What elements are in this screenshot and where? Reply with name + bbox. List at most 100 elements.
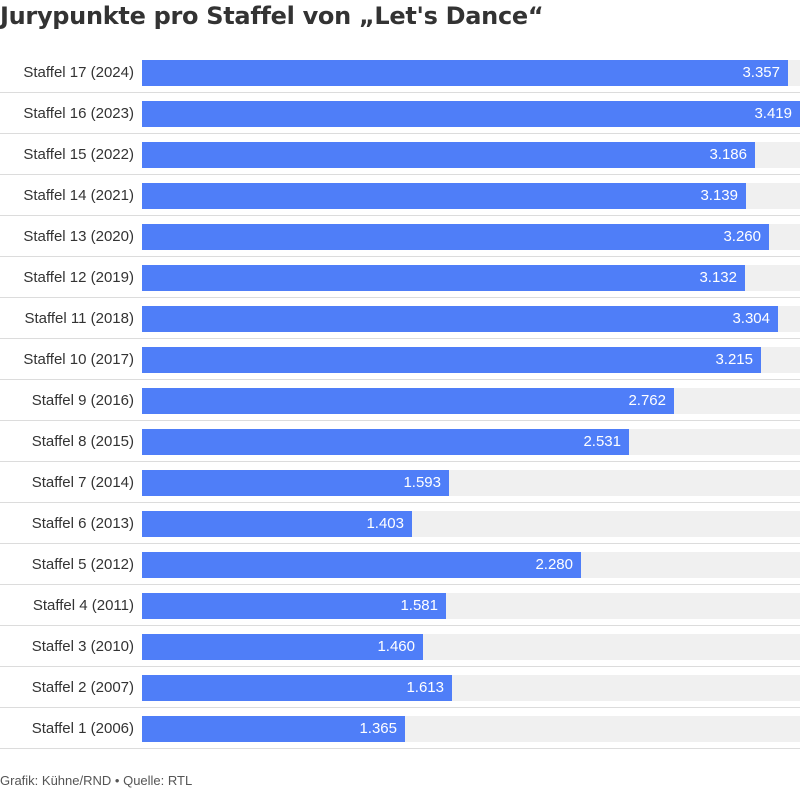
category-label: Staffel 14 (2021) <box>23 187 134 204</box>
bar: 3.304 <box>142 306 778 332</box>
bar-row: Staffel 5 (2012) 2.280 <box>0 544 800 585</box>
category-label: Staffel 12 (2019) <box>23 269 134 286</box>
row-divider <box>0 379 800 380</box>
category-label: Staffel 1 (2006) <box>31 720 134 737</box>
bar-value-label: 3.139 <box>700 187 738 204</box>
row-divider <box>0 420 800 421</box>
category-label: Staffel 17 (2024) <box>23 64 134 81</box>
bar-value-label: 1.613 <box>406 679 444 696</box>
bar-row: Staffel 7 (2014) 1.593 <box>0 462 800 503</box>
bar-value-label: 1.365 <box>359 720 397 737</box>
bar-value-label: 1.403 <box>366 515 404 532</box>
bar: 1.581 <box>142 593 446 619</box>
bar-track: 2.531 <box>142 429 800 455</box>
bar: 2.531 <box>142 429 629 455</box>
category-label: Staffel 7 (2014) <box>31 474 134 491</box>
chart-footer: Grafik: Kühne/RND • Quelle: RTL <box>0 773 192 788</box>
bar-value-label: 3.357 <box>742 64 780 81</box>
bar-row: Staffel 9 (2016) 2.762 <box>0 380 800 421</box>
bar: 1.365 <box>142 716 405 742</box>
bar-row: Staffel 11 (2018) 3.304 <box>0 298 800 339</box>
bar: 2.762 <box>142 388 674 414</box>
bar-track: 1.365 <box>142 716 800 742</box>
bar-track: 3.419 <box>142 101 800 127</box>
row-divider <box>0 748 800 749</box>
category-label: Staffel 8 (2015) <box>31 433 134 450</box>
bar-track: 3.139 <box>142 183 800 209</box>
category-label: Staffel 5 (2012) <box>31 556 134 573</box>
bar: 1.613 <box>142 675 452 701</box>
bar: 2.280 <box>142 552 581 578</box>
bar: 3.357 <box>142 60 788 86</box>
bar-track: 2.280 <box>142 552 800 578</box>
bar-value-label: 2.531 <box>583 433 621 450</box>
bar-value-label: 1.460 <box>377 638 415 655</box>
bar-row: Staffel 1 (2006) 1.365 <box>0 708 800 749</box>
category-label: Staffel 6 (2013) <box>31 515 134 532</box>
bar: 3.260 <box>142 224 769 250</box>
row-divider <box>0 625 800 626</box>
bar-row: Staffel 16 (2023) 3.419 <box>0 93 800 134</box>
bar-track: 3.357 <box>142 60 800 86</box>
bar-row: Staffel 13 (2020) 3.260 <box>0 216 800 257</box>
bar-value-label: 1.593 <box>403 474 441 491</box>
row-divider <box>0 338 800 339</box>
bar: 3.419 <box>142 101 800 127</box>
category-label: Staffel 9 (2016) <box>31 392 134 409</box>
bar-track: 2.762 <box>142 388 800 414</box>
bar-track: 3.132 <box>142 265 800 291</box>
bar-row: Staffel 17 (2024) 3.357 <box>0 52 800 93</box>
category-label: Staffel 15 (2022) <box>23 146 134 163</box>
row-divider <box>0 502 800 503</box>
category-label: Staffel 2 (2007) <box>31 679 134 696</box>
bar-row: Staffel 6 (2013) 1.403 <box>0 503 800 544</box>
row-divider <box>0 584 800 585</box>
bar-row: Staffel 2 (2007) 1.613 <box>0 667 800 708</box>
bar-track: 3.186 <box>142 142 800 168</box>
chart-title: Jurypunkte pro Staffel von „Let's Dance“ <box>0 2 544 30</box>
bar-track: 3.260 <box>142 224 800 250</box>
bar-row: Staffel 10 (2017) 3.215 <box>0 339 800 380</box>
bar-row: Staffel 15 (2022) 3.186 <box>0 134 800 175</box>
bar-row: Staffel 4 (2011) 1.581 <box>0 585 800 626</box>
bar: 3.132 <box>142 265 745 291</box>
row-divider <box>0 215 800 216</box>
bar-row: Staffel 3 (2010) 1.460 <box>0 626 800 667</box>
bar-value-label: 2.280 <box>535 556 573 573</box>
category-label: Staffel 4 (2011) <box>32 597 134 614</box>
footer-separator: • <box>114 773 120 788</box>
bar: 3.215 <box>142 347 761 373</box>
bar-track: 1.613 <box>142 675 800 701</box>
bar: 1.460 <box>142 634 423 660</box>
bar-row: Staffel 8 (2015) 2.531 <box>0 421 800 462</box>
row-divider <box>0 666 800 667</box>
bar: 3.186 <box>142 142 755 168</box>
bar-value-label: 2.762 <box>628 392 666 409</box>
bar: 1.593 <box>142 470 449 496</box>
category-label: Staffel 13 (2020) <box>23 228 134 245</box>
bar-chart: Staffel 17 (2024) 3.357 Staffel 16 (2023) 3… <box>0 52 800 752</box>
row-divider <box>0 92 800 93</box>
category-label: Staffel 3 (2010) <box>31 638 134 655</box>
bar-value-label: 3.132 <box>699 269 737 286</box>
category-label: Staffel 16 (2023) <box>23 105 134 122</box>
row-divider <box>0 174 800 175</box>
category-label: Staffel 10 (2017) <box>23 351 134 368</box>
row-divider <box>0 133 800 134</box>
row-divider <box>0 256 800 257</box>
bar-track: 3.215 <box>142 347 800 373</box>
bar-track: 1.403 <box>142 511 800 537</box>
bar: 1.403 <box>142 511 412 537</box>
footer-credit: Grafik: Kühne/RND <box>0 773 112 788</box>
footer-source: Quelle: RTL <box>123 773 193 788</box>
bar-track: 1.460 <box>142 634 800 660</box>
row-divider <box>0 297 800 298</box>
bar-row: Staffel 12 (2019) 3.132 <box>0 257 800 298</box>
row-divider <box>0 461 800 462</box>
bar-value-label: 3.419 <box>754 105 792 122</box>
bar-track: 3.304 <box>142 306 800 332</box>
bar-value-label: 1.581 <box>400 597 438 614</box>
bar-value-label: 3.260 <box>723 228 761 245</box>
bar-track: 1.581 <box>142 593 800 619</box>
bar-track: 1.593 <box>142 470 800 496</box>
